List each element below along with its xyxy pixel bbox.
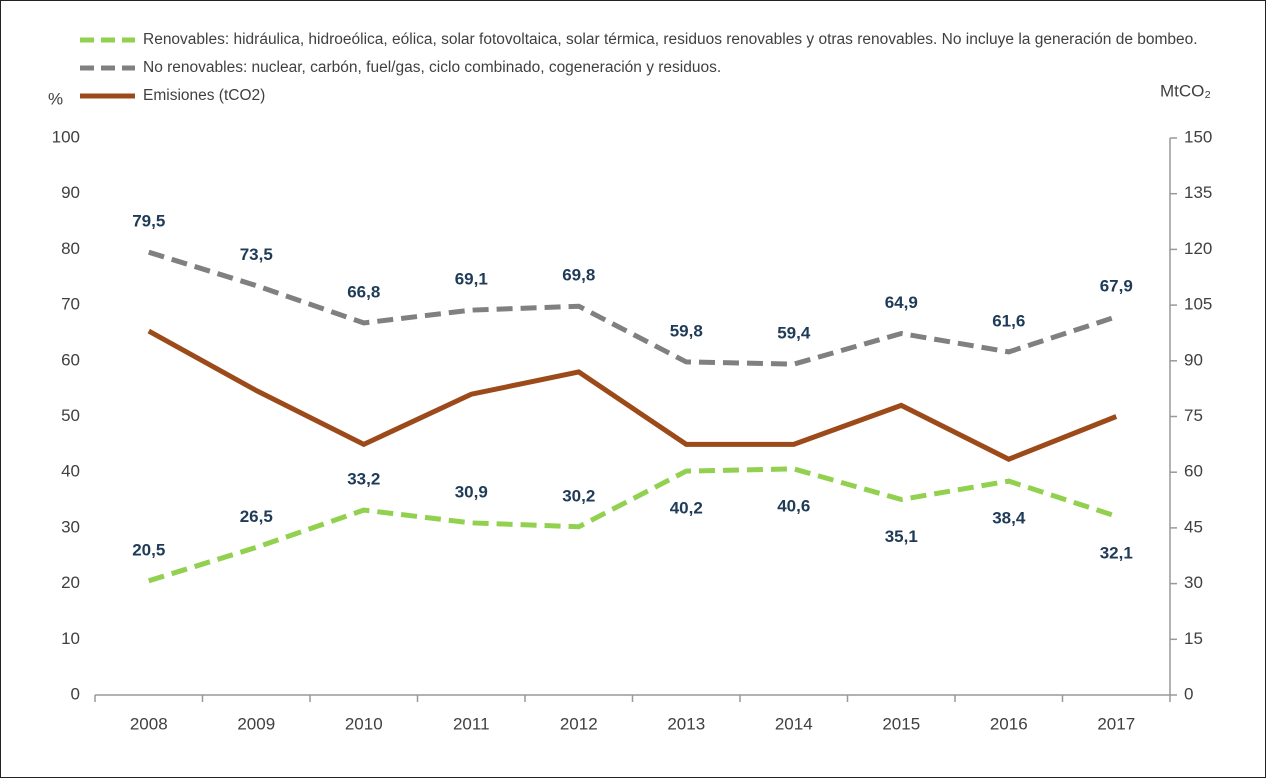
y-tick-label: 80 [61,239,80,258]
data-label: 66,8 [347,282,380,301]
series-line [148,466,1118,584]
legend-label: Emisiones (tCO2) [143,87,265,104]
y-axis-label: % [48,89,63,108]
y-tick-label: 0 [71,684,80,703]
y2-tick-label: 60 [1184,462,1203,481]
series-line [148,249,1118,367]
x-tick-label: 2012 [560,714,598,733]
data-label: 33,2 [347,470,380,489]
y-tick-label: 10 [61,629,80,648]
data-label: 69,1 [455,270,488,289]
legend-label: No renovables: nuclear, carbón, fuel/gas… [143,59,721,76]
data-label: 26,5 [240,507,273,526]
data-label: 59,8 [670,321,703,340]
y-tick-label: 40 [61,462,80,481]
data-label: 79,5 [132,212,165,231]
data-label: 59,4 [777,324,811,343]
series-line [147,328,1118,462]
data-label: 32,1 [1100,544,1133,563]
y2-tick-label: 45 [1184,517,1203,536]
y-tick-label: 100 [52,127,80,146]
y-tick-label: 70 [61,295,80,314]
x-tick-label: 2011 [453,714,490,733]
x-tick-label: 2015 [882,714,920,733]
x-tick-label: 2016 [990,714,1028,733]
y2-axis-label: MtCO₂ [1160,81,1211,100]
x-tick-label: 2014 [775,714,813,733]
y-tick-label: 60 [61,350,80,369]
data-label: 61,6 [992,311,1025,330]
y-tick-label: 20 [61,573,80,592]
y2-tick-label: 135 [1184,183,1212,202]
y2-tick-label: 120 [1184,239,1212,258]
y2-tick-label: 30 [1184,573,1203,592]
y-tick-label: 30 [61,517,80,536]
y2-tick-label: 90 [1184,350,1203,369]
y2-tick-label: 105 [1184,295,1212,314]
x-tick-label: 2008 [130,714,168,733]
data-label: 73,5 [240,245,273,264]
data-label: 40,2 [670,499,703,518]
y2-tick-label: 75 [1184,406,1203,425]
x-tick-label: 2013 [667,714,705,733]
y2-tick-label: 150 [1184,127,1212,146]
y-tick-label: 50 [61,406,80,425]
data-label: 64,9 [885,293,918,312]
y2-tick-label: 0 [1184,684,1193,703]
legend-label: Renovables: hidráulica, hidroeólica, eól… [143,31,1198,48]
x-tick-label: 2010 [345,714,383,733]
data-label: 40,6 [777,496,810,515]
x-tick-label: 2017 [1097,714,1135,733]
data-label: 67,9 [1100,276,1133,295]
data-label: 35,1 [885,527,918,546]
data-label: 38,4 [992,509,1026,528]
data-label: 30,9 [455,482,488,501]
data-label: 20,5 [132,540,165,559]
data-label: 30,2 [562,486,595,505]
y-tick-label: 90 [61,183,80,202]
y2-tick-label: 15 [1184,629,1203,648]
x-tick-label: 2009 [237,714,275,733]
data-label: 69,8 [562,266,595,285]
